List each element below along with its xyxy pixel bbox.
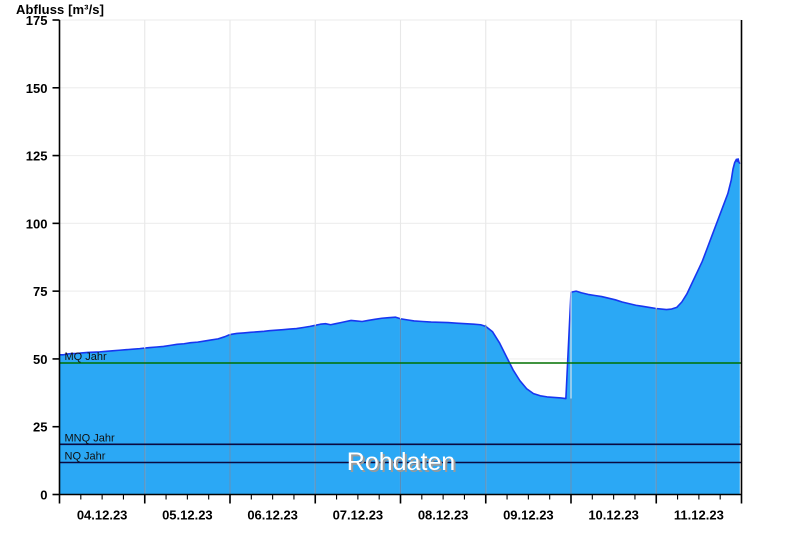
- x-tick-label: 07.12.23: [333, 508, 384, 523]
- x-tick-label: 09.12.23: [503, 508, 554, 523]
- y-tick-label: 175: [26, 13, 48, 28]
- reference-label-nq-jahr: NQ Jahr: [65, 451, 106, 463]
- y-axis-ticks: 0 25 50 75 100 125 150 175: [26, 13, 60, 503]
- reference-label-mnq-jahr: MNQ Jahr: [65, 432, 115, 444]
- watermark-shadow-text: Rohdaten: [349, 450, 457, 478]
- x-tick-label: 06.12.23: [247, 508, 298, 523]
- y-tick-label: 100: [26, 216, 48, 231]
- reference-label-mq-jahr: MQ Jahr: [65, 351, 108, 363]
- watermark-rohdaten: Rohdaten Rohdaten: [347, 448, 457, 478]
- x-tick-label: 08.12.23: [418, 508, 469, 523]
- watermark-main-text: Rohdaten: [347, 448, 455, 476]
- reference-lines: MQ Jahr MNQ Jahr NQ Jahr: [59, 351, 742, 464]
- y-tick-label: 0: [40, 488, 47, 503]
- x-tick-label: 04.12.23: [77, 508, 128, 523]
- y-tick-label: 25: [33, 420, 47, 435]
- y-tick-label: 125: [26, 149, 48, 164]
- x-tick-label: 05.12.23: [162, 508, 213, 523]
- x-tick-label: 11.12.23: [674, 508, 724, 523]
- x-tick-label: 10.12.23: [588, 508, 639, 523]
- y-tick-label: 50: [33, 352, 47, 367]
- x-axis-ticks: 04.12.23 05.12.23 06.12.23 07.12.23 08.12.23…: [58, 494, 743, 523]
- y-tick-label: 150: [26, 81, 48, 96]
- y-axis-title: Abfluss [m³/s]: [16, 2, 105, 17]
- y-tick-label: 75: [33, 284, 47, 299]
- discharge-line: [59, 158, 741, 400]
- day-separator-gridlines: [144, 20, 657, 495]
